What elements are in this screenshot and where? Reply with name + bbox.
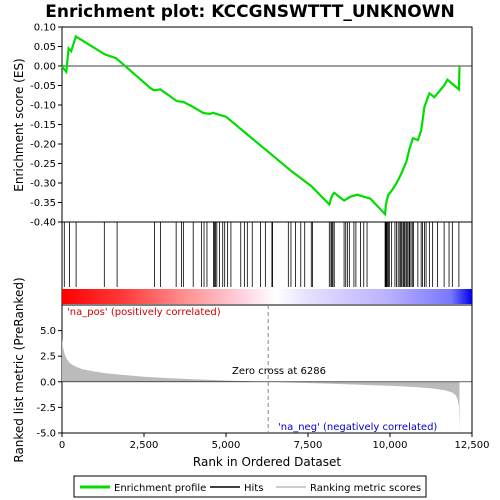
es-ytick-label: -0.10	[30, 101, 56, 112]
enrichment-profile-line	[61, 34, 461, 217]
legend-hits-label: Hits	[244, 483, 263, 494]
zero-cross-label: Zero cross at 6286	[232, 366, 326, 377]
metric-layer: 5.0 2.5 0.0 -2.5 -5.00 2,500 5,000 7,500 10,000 1…	[36, 305, 490, 451]
es-layer: 0.10 0.05 0.00 -0.05 -0.10 -0.15 -0.20 -0.25 -0.…	[30, 23, 472, 229]
metric-ytick-label: -5.0	[36, 429, 56, 440]
metric-ytick-label: 5.0	[40, 326, 56, 337]
es-ytick-label: -0.25	[30, 159, 56, 170]
x-tick-label: 12,500	[455, 440, 490, 451]
es-axis-label: Enrichment score (ES)	[12, 58, 26, 191]
x-tick-label: 7,500	[294, 440, 323, 451]
es-ytick-label: 0.05	[34, 42, 56, 53]
x-tick-label: 5,000	[212, 440, 241, 451]
es-ytick-label: -0.20	[30, 140, 56, 151]
legend-box	[73, 475, 427, 498]
rank-color-bar	[62, 289, 472, 304]
legend-metric-label: Ranking metric scores	[310, 483, 421, 494]
metric-ytick-label: 2.5	[40, 352, 56, 363]
chart-title: Enrichment plot: KCCGNSWTTT_UNKNOWN	[45, 2, 455, 22]
metric-ytick-label: -2.5	[36, 403, 56, 414]
legend-enrichment-label: Enrichment profile	[114, 483, 206, 494]
x-tick-label: 0	[59, 440, 65, 451]
legend: Enrichment profile Hits Ranking metric s…	[73, 475, 427, 498]
es-ytick-label: -0.40	[30, 218, 56, 229]
es-ytick-label: 0.10	[34, 23, 56, 34]
x-axis-label: Rank in Ordered Dataset	[193, 455, 341, 469]
es-ytick-label: -0.05	[30, 81, 56, 92]
x-tick-label: 2,500	[130, 440, 159, 451]
na-neg-label: 'na_neg' (negatively correlated)	[278, 422, 437, 433]
es-ytick-label: -0.15	[30, 120, 56, 131]
metric-axis-label: Ranked list metric (PreRanked)	[12, 277, 26, 462]
ranking-metric-area	[62, 338, 460, 429]
metric-ytick-label: 0.0	[40, 377, 56, 388]
hits-layer	[62, 222, 472, 304]
es-ytick-label: 0.00	[34, 62, 56, 73]
x-tick-label: 10,000	[373, 440, 408, 451]
es-ytick-label: -0.30	[30, 179, 56, 190]
na-pos-label: 'na_pos' (positively correlated)	[67, 307, 221, 318]
es-ytick-label: -0.35	[30, 198, 56, 209]
es-panel-frame	[61, 26, 473, 223]
